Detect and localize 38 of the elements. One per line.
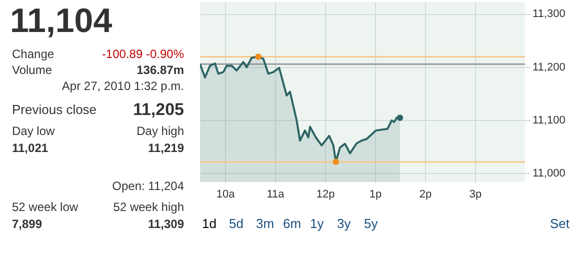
text: 3y xyxy=(337,216,352,231)
text: Day low xyxy=(12,124,56,138)
text: 7,899 xyxy=(12,217,42,231)
text: 52 week low xyxy=(12,200,78,214)
text: 6m xyxy=(283,216,302,231)
text: 52 week high xyxy=(113,200,184,214)
text: 11,205 xyxy=(132,100,184,119)
text: -100.89 -0.90% xyxy=(102,47,184,61)
y-tick-label: 11,200 xyxy=(532,61,566,74)
x-tick-label: 1p xyxy=(369,188,382,200)
text: 11,309 xyxy=(148,217,184,231)
text: Apr 27, 2010 1:32 p.m. xyxy=(62,79,184,93)
text: Volume xyxy=(12,63,52,77)
point xyxy=(396,114,404,121)
text: 11,219 xyxy=(148,141,184,155)
y-tick-label: 11,100 xyxy=(532,114,566,126)
x-tick-label: 12p xyxy=(316,188,335,200)
text: Day high xyxy=(136,124,184,138)
x-tick-label: 3p xyxy=(469,188,482,200)
y-tick-label: 11,300 xyxy=(532,8,566,20)
y-tick-label: 11,000 xyxy=(532,167,566,180)
text: 11,104 xyxy=(10,2,112,40)
text: 5d xyxy=(229,216,244,231)
point xyxy=(332,158,339,165)
text: 5y xyxy=(364,216,378,231)
x-tick-label: 2p xyxy=(419,188,432,200)
text: Open: 11,204 xyxy=(112,179,184,193)
text: Change xyxy=(12,47,54,61)
x-tick-label: 11a xyxy=(266,188,286,200)
text: Previous close xyxy=(12,102,97,117)
text: Set xyxy=(550,216,570,231)
text: 1d xyxy=(202,216,216,231)
text: 11,021 xyxy=(12,141,48,155)
text: 1y xyxy=(310,216,324,231)
point xyxy=(255,54,262,60)
x-tick-label: 10a xyxy=(216,188,236,200)
text: 136.87m xyxy=(136,63,184,77)
text: 3m xyxy=(256,216,274,231)
